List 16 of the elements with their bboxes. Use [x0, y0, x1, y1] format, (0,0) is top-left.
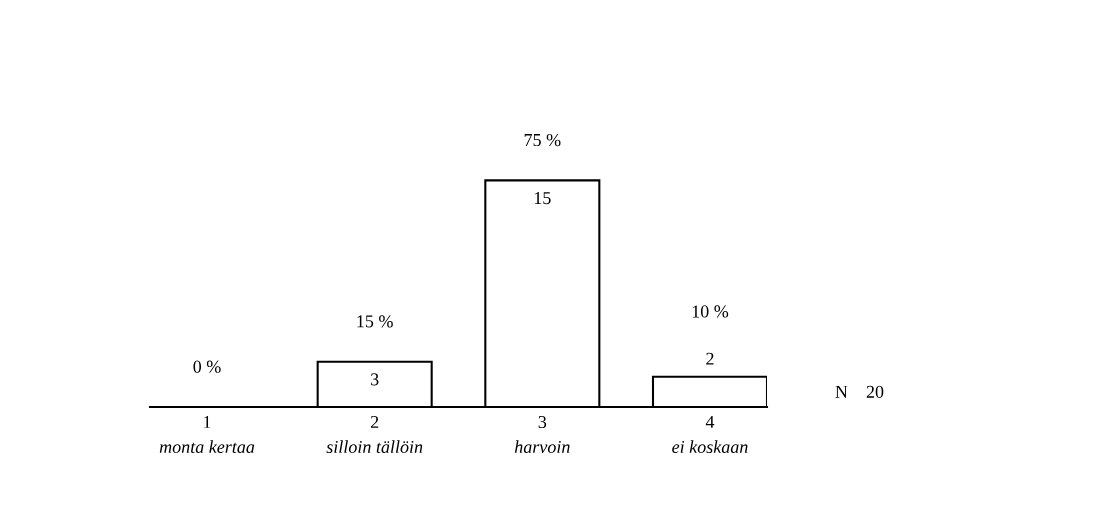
- data-label: 2: [706, 352, 714, 365]
- annotation: monta kertaa: [159, 440, 255, 454]
- annotation: 15 %: [357, 315, 393, 328]
- x-tick-label: 2: [370, 415, 379, 428]
- x-tick-label: 4: [705, 415, 715, 428]
- annotation: harvoin: [514, 440, 570, 454]
- annotation: silloin tällöin: [326, 440, 423, 454]
- annotation: 10 %: [692, 305, 729, 318]
- annotation: 0 %: [193, 360, 221, 373]
- data-label: 15: [534, 192, 551, 205]
- annotation: ei koskaan: [672, 440, 748, 454]
- x-tick-label: 3: [538, 415, 547, 429]
- x-tick-label: 1: [204, 415, 211, 428]
- text: 75 %: [524, 133, 561, 147]
- data-label: 3: [371, 373, 379, 386]
- text: N 20: [835, 385, 884, 398]
